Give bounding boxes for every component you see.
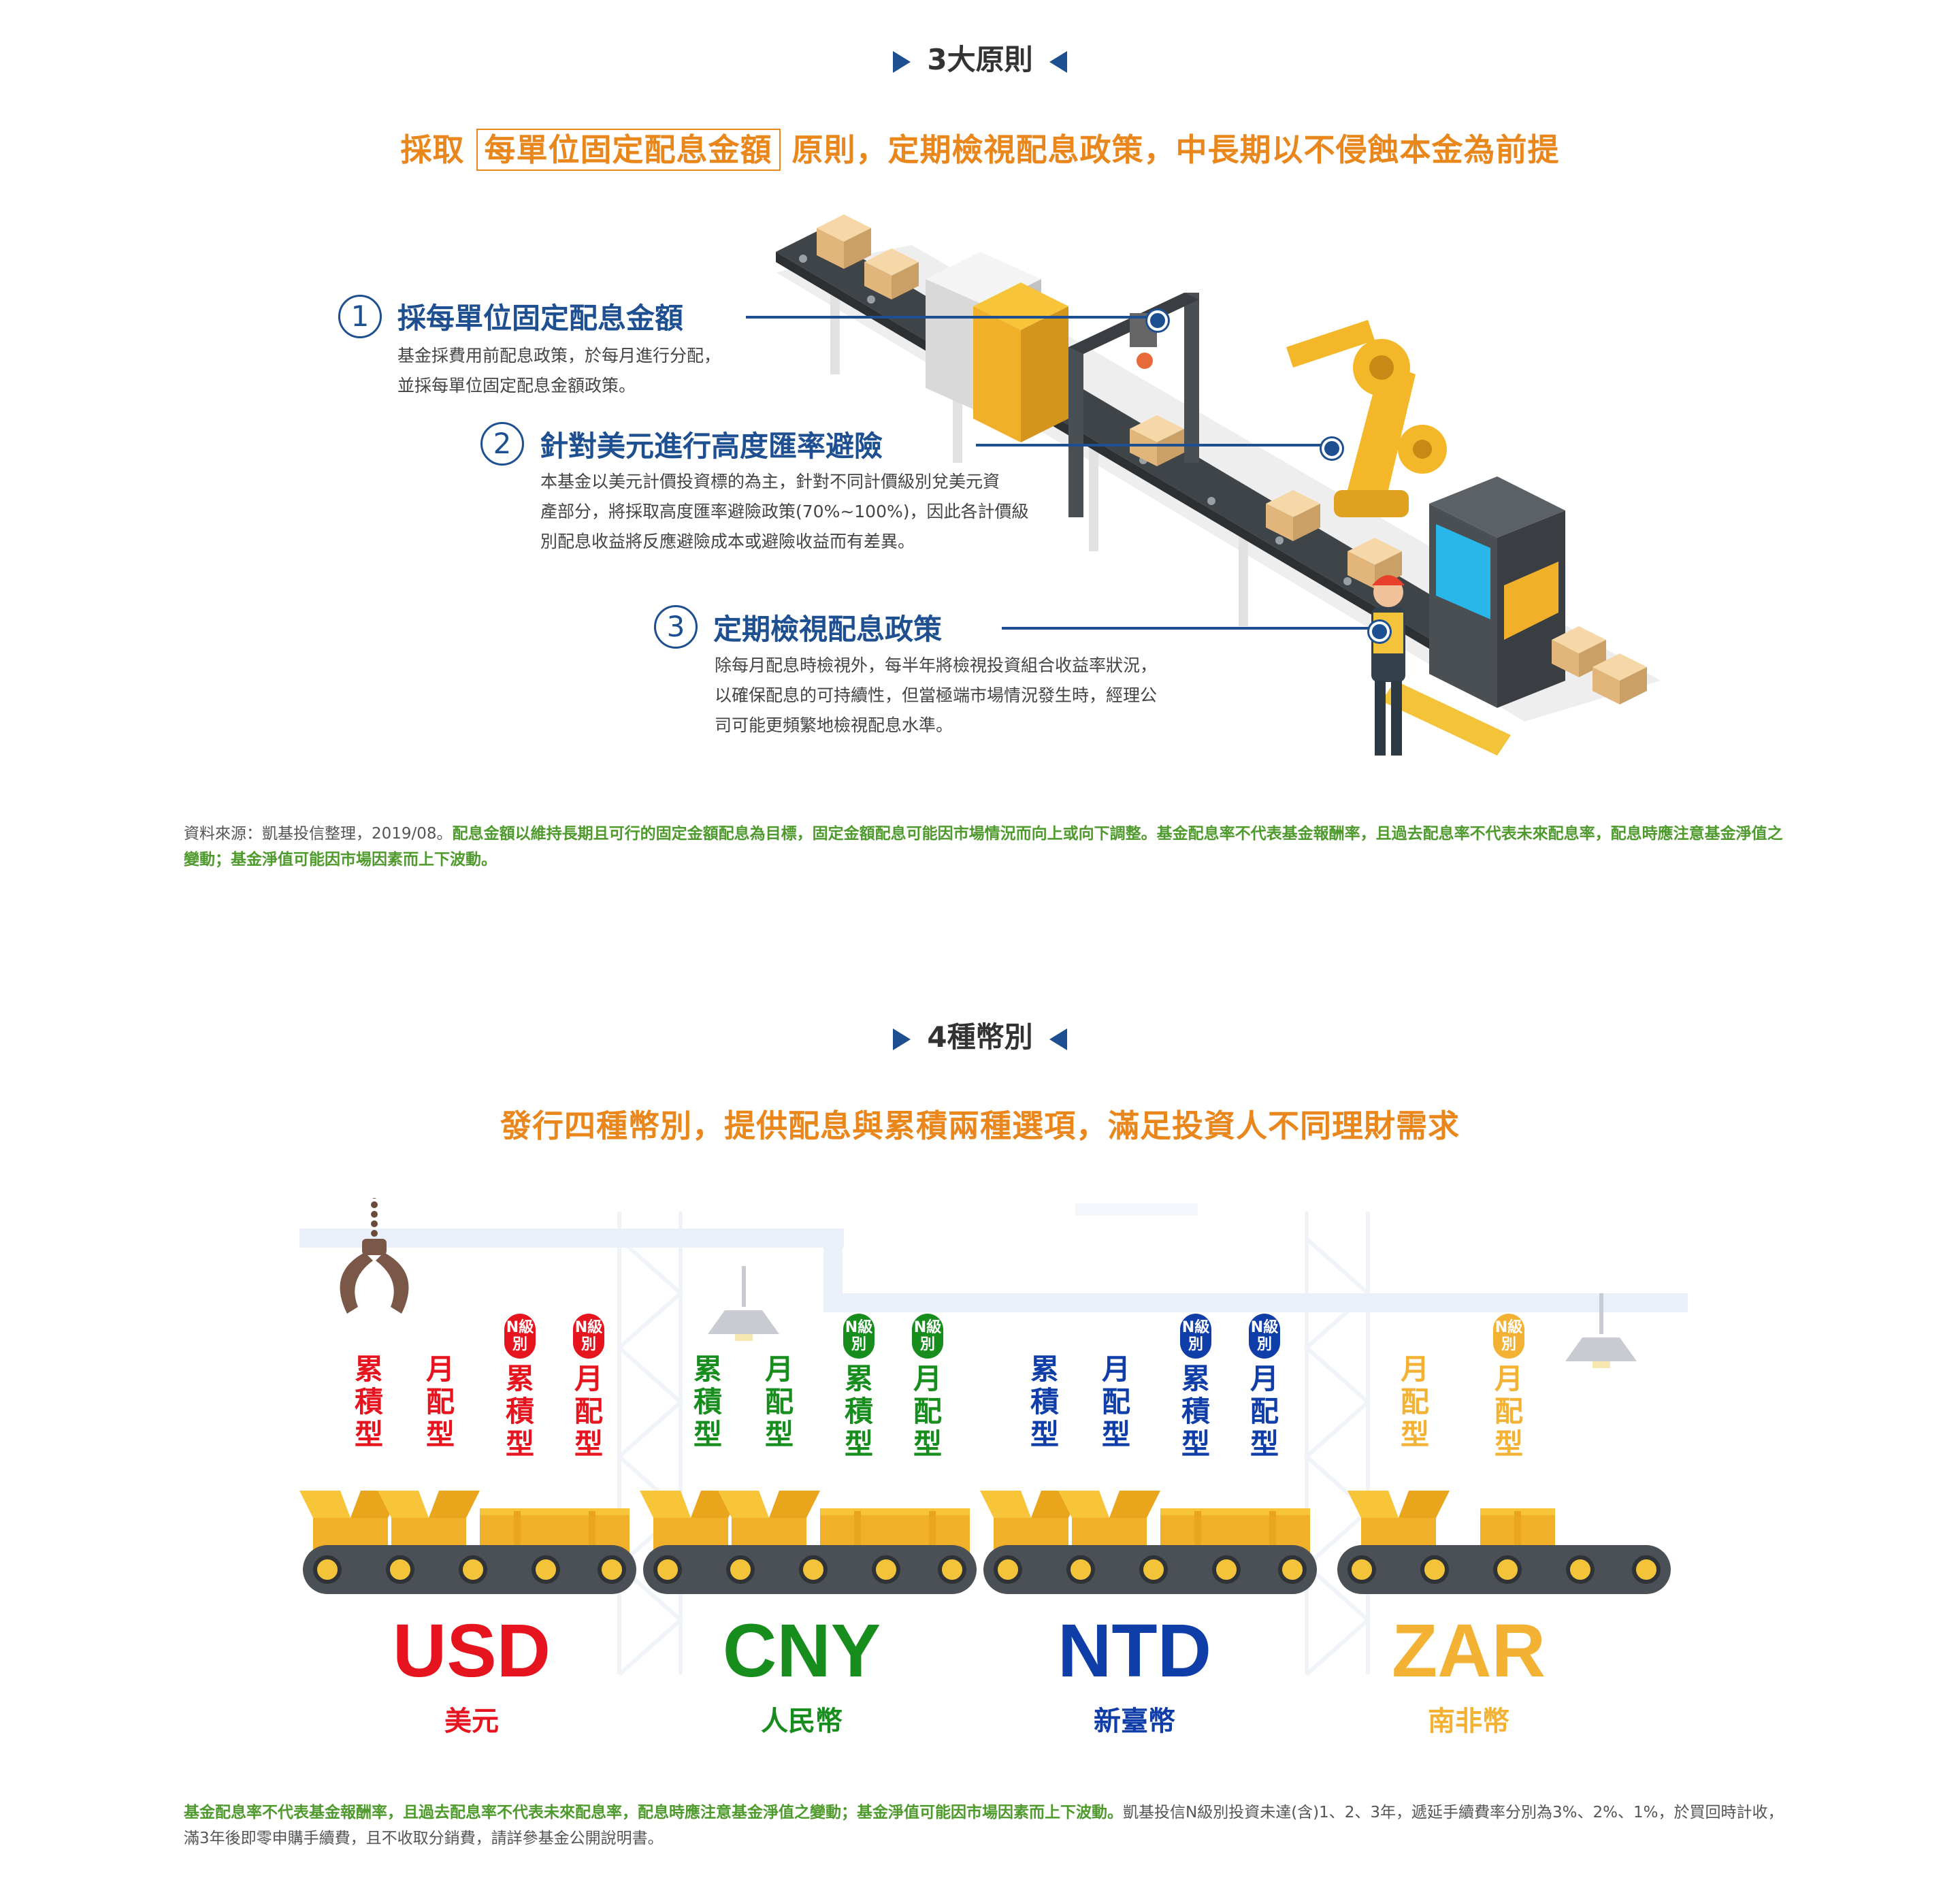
principle-3-number: 3 — [654, 605, 698, 649]
ntd-monthly-label: 月配型 — [1098, 1353, 1134, 1451]
usd-n-accumulation-label: N級別累積型 — [502, 1314, 538, 1461]
factory-conveyor-illustration — [776, 214, 1661, 756]
claw-icon — [340, 1198, 409, 1314]
principle-3-desc-line: 以確保配息的可持續性，但當極端市場情況發生時，經理公 — [715, 685, 1158, 705]
label-text: 累積型 — [505, 1362, 534, 1461]
worker-figure — [1371, 575, 1405, 756]
principle-2-title: 針對美元進行高度匯率避險 — [540, 429, 883, 463]
section-title-text: 4種幣別 — [927, 1020, 1033, 1054]
currency-code-usd: USD — [392, 1609, 551, 1693]
zar-monthly-label: 月配型 — [1397, 1353, 1433, 1451]
zar-n-monthly-label: N級別月配型 — [1491, 1314, 1526, 1461]
currency-code-ntd: NTD — [1057, 1609, 1212, 1693]
cny-n-accumulation-label: N級別累積型 — [841, 1314, 877, 1461]
principle-3-dot-icon — [1369, 621, 1390, 642]
currencies-footnote: 基金配息率不代表基金報酬率，且過去配息率不代表未來配息率，配息時應注意基金淨值之… — [184, 1800, 1790, 1851]
currencies-headline: 發行四種幣別，提供配息與累積兩種選項，滿足投資人不同理財需求 — [500, 1107, 1460, 1144]
factory-background — [299, 1198, 1688, 1676]
conveyor-ntd — [980, 1491, 1317, 1594]
n-class-badge: N級別 — [1249, 1314, 1280, 1359]
principles-headline: 採取 每單位固定配息金額 原則，定期檢視配息政策，中長期以不侵蝕本金為前提 — [0, 125, 1960, 171]
label-text: 累積型 — [354, 1352, 383, 1451]
label-text: 月配型 — [764, 1352, 794, 1451]
label-text: 月配型 — [574, 1362, 603, 1461]
n-class-badge: N級別 — [1493, 1314, 1524, 1359]
principle-2-dot-icon — [1322, 438, 1342, 459]
label-text: 月配型 — [1250, 1362, 1279, 1461]
section-title-principles: 3大原則 — [0, 37, 1960, 78]
ntd-accumulation-label: 累積型 — [1027, 1353, 1062, 1451]
usd-accumulation-label: 累積型 — [351, 1353, 387, 1451]
currency-code-zar: ZAR — [1391, 1609, 1546, 1693]
currency-code-cny: CNY — [722, 1609, 881, 1693]
principle-1-desc: 基金採費用前配息政策，於每月進行分配， 並採每單位固定配息金額政策。 — [397, 341, 721, 401]
principle-2-number: 2 — [480, 422, 524, 466]
principle-2-desc-line: 產部分，將採取高度匯率避險政策(70%~100%)，因此各計價級 — [540, 502, 1029, 521]
principle-3-connector — [1002, 627, 1375, 630]
principle-3-desc-line: 司可能更頻繁地檢視配息水準。 — [715, 715, 953, 735]
conveyor-cny — [640, 1491, 977, 1594]
section-title-text: 3大原則 — [927, 43, 1033, 76]
footnote-source: 資料來源：凱基投信整理，2019/08。 — [184, 825, 453, 843]
conveyor-boxes — [817, 214, 1402, 589]
cny-accumulation-label: 累積型 — [690, 1353, 725, 1451]
principle-3-title: 定期檢視配息政策 — [713, 613, 943, 646]
principle-2-connector — [976, 444, 1327, 447]
label-text: 累積型 — [1030, 1352, 1059, 1451]
footnote-n-class-fees: 凱基投信N級別投資未達(含)1、2、3年，遞延手續費率分別為3%、2%、1%，於… — [184, 1804, 1784, 1847]
currency-name-ntd: 新臺幣 — [1094, 1706, 1175, 1737]
headline-boxed-term: 每單位固定配息金額 — [476, 129, 781, 171]
triangle-left-icon — [1049, 50, 1067, 73]
currency-conveyors — [299, 1491, 1681, 1606]
principle-1-dot-icon — [1147, 310, 1168, 331]
n-class-badge: N級別 — [912, 1314, 943, 1359]
label-text: 月配型 — [913, 1362, 942, 1461]
label-text: 月配型 — [1400, 1352, 1429, 1451]
principle-2-desc-line: 本基金以美元計價投資標的為主，針對不同計價級別兌美元資 — [540, 472, 1000, 491]
principle-1-desc-line: 基金採費用前配息政策，於每月進行分配， — [397, 346, 721, 366]
label-text: 月配型 — [425, 1352, 455, 1451]
usd-monthly-label: 月配型 — [423, 1353, 458, 1451]
currency-name-usd: 美元 — [444, 1706, 499, 1737]
n-class-badge: N級別 — [573, 1314, 604, 1359]
principle-2-desc: 本基金以美元計價投資標的為主，針對不同計價級別兌美元資 產部分，將採取高度匯率避… — [540, 467, 1029, 557]
label-text: 累積型 — [1181, 1362, 1210, 1461]
currency-name-zar: 南非幣 — [1428, 1706, 1509, 1737]
n-class-badge: N級別 — [1180, 1314, 1211, 1359]
cny-n-monthly-label: N級別月配型 — [910, 1314, 945, 1461]
usd-n-monthly-label: N級別月配型 — [571, 1314, 606, 1461]
ntd-n-monthly-label: N級別月配型 — [1247, 1314, 1282, 1461]
headline-pre: 採取 — [400, 131, 465, 168]
conveyor-usd — [299, 1491, 636, 1594]
label-text: 月配型 — [1494, 1362, 1523, 1461]
n-class-badge: N級別 — [504, 1314, 536, 1359]
principle-1-connector — [746, 316, 1150, 319]
currency-name-cny: 人民幣 — [761, 1706, 843, 1737]
triangle-left-icon — [1049, 1028, 1067, 1050]
triangle-right-icon — [893, 50, 911, 73]
principle-1-title: 採每單位固定配息金額 — [397, 302, 684, 335]
footnote-disclaimer: 基金配息率不代表基金報酬率，且過去配息率不代表未來配息率，配息時應注意基金淨值之… — [184, 1804, 1123, 1821]
principle-3-desc-line: 除每月配息時檢視外，每半年將檢視投資組合收益率狀況， — [715, 655, 1158, 675]
section-title-currencies: 4種幣別 — [0, 1014, 1960, 1056]
n-class-badge: N級別 — [843, 1314, 875, 1359]
principles-footnote: 資料來源：凱基投信整理，2019/08。配息金額以維持長期且可行的固定金額配息為… — [184, 821, 1790, 873]
label-text: 累積型 — [844, 1362, 873, 1461]
conveyor-zar — [1337, 1491, 1671, 1594]
principle-1-number: 1 — [338, 295, 382, 338]
ntd-n-accumulation-label: N級別累積型 — [1178, 1314, 1213, 1461]
principle-3-desc: 除每月配息時檢視外，每半年將檢視投資組合收益率狀況， 以確保配息的可持續性，但當… — [715, 651, 1157, 741]
footnote-disclaimer: 配息金額以維持長期且可行的固定金額配息為目標，固定金額配息可能因市場情況而向上或… — [184, 825, 1783, 869]
cny-monthly-label: 月配型 — [762, 1353, 797, 1451]
triangle-right-icon — [893, 1028, 911, 1050]
label-text: 月配型 — [1101, 1352, 1130, 1451]
headline-post: 原則，定期檢視配息政策，中長期以不侵蝕本金為前提 — [791, 131, 1560, 168]
label-text: 累積型 — [693, 1352, 722, 1451]
principle-1-desc-line: 並採每單位固定配息金額政策。 — [397, 376, 636, 395]
principle-2-desc-line: 別配息收益將反應避險成本或避險收益而有差異。 — [540, 532, 915, 551]
